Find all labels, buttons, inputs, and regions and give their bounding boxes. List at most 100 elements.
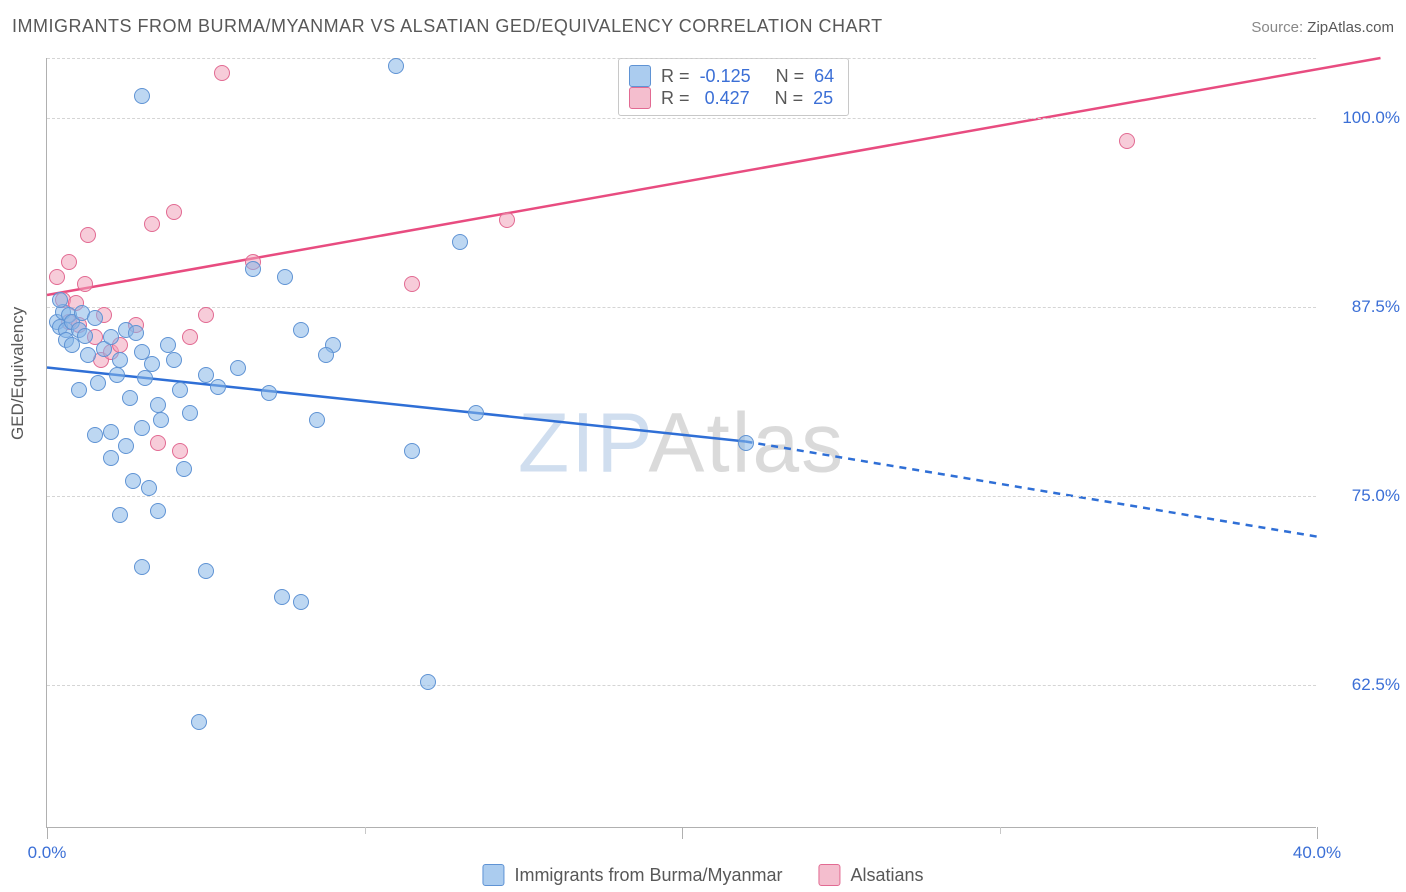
scatter-point-blue [468, 405, 484, 421]
legend-r-value: -0.125 [700, 66, 751, 87]
legend-swatch-blue [482, 864, 504, 886]
scatter-point-blue [122, 390, 138, 406]
scatter-point-blue [134, 559, 150, 575]
scatter-point-blue [112, 352, 128, 368]
legend-r-label: R = [661, 88, 690, 109]
scatter-point-pink [182, 329, 198, 345]
xtick-major [47, 827, 48, 839]
scatter-point-blue [141, 480, 157, 496]
scatter-point-blue [103, 424, 119, 440]
chart-title: IMMIGRANTS FROM BURMA/MYANMAR VS ALSATIA… [12, 16, 883, 37]
gridline-h [47, 118, 1316, 119]
legend-swatch-pink [819, 864, 841, 886]
scatter-point-pink [499, 212, 515, 228]
scatter-point-blue [87, 310, 103, 326]
scatter-point-blue [77, 328, 93, 344]
xtick-minor [1000, 827, 1001, 834]
source-value: ZipAtlas.com [1307, 19, 1394, 36]
legend-n-label: N = [776, 66, 805, 87]
scatter-point-blue [420, 674, 436, 690]
bottom-legend-label: Alsatians [851, 865, 924, 886]
scatter-point-blue [277, 269, 293, 285]
scatter-point-pink [77, 276, 93, 292]
scatter-point-pink [144, 216, 160, 232]
scatter-point-blue [87, 427, 103, 443]
scatter-point-blue [90, 375, 106, 391]
xtick-minor [365, 827, 366, 834]
xtick-major [682, 827, 683, 839]
scatter-point-blue [150, 503, 166, 519]
scatter-point-blue [172, 382, 188, 398]
scatter-point-blue [388, 58, 404, 74]
scatter-point-blue [153, 412, 169, 428]
scatter-point-blue [738, 435, 754, 451]
xtick-label: 0.0% [28, 843, 67, 863]
scatter-point-pink [150, 435, 166, 451]
ytick-label: 62.5% [1326, 675, 1400, 695]
bottom-legend-item-blue: Immigrants from Burma/Myanmar [482, 864, 782, 886]
legend-n-value: 64 [814, 66, 834, 87]
scatter-point-pink [404, 276, 420, 292]
trend-lines-layer [47, 58, 1316, 827]
scatter-point-pink [172, 443, 188, 459]
legend-r-label: R = [661, 66, 690, 87]
source-label: Source: [1251, 19, 1303, 36]
gridline-h [47, 307, 1316, 308]
scatter-point-pink [80, 227, 96, 243]
scatter-point-blue [144, 356, 160, 372]
legend-row-pink: R = 0.427 N = 25 [629, 87, 834, 109]
gridline-h [47, 496, 1316, 497]
scatter-point-blue [134, 420, 150, 436]
scatter-point-blue [261, 385, 277, 401]
scatter-point-blue [109, 367, 125, 383]
scatter-point-blue [103, 450, 119, 466]
scatter-point-blue [198, 563, 214, 579]
bottom-legend-item-pink: Alsatians [819, 864, 924, 886]
legend-swatch-pink [629, 87, 651, 109]
xtick-major [1317, 827, 1318, 839]
scatter-point-blue [245, 261, 261, 277]
scatter-point-blue [191, 714, 207, 730]
scatter-point-blue [71, 382, 87, 398]
scatter-point-pink [1119, 133, 1135, 149]
trend-line [746, 441, 1318, 536]
scatter-point-blue [134, 88, 150, 104]
legend-swatch-blue [629, 65, 651, 87]
ytick-label: 75.0% [1326, 486, 1400, 506]
scatter-point-blue [182, 405, 198, 421]
scatter-point-pink [214, 65, 230, 81]
scatter-point-blue [404, 443, 420, 459]
scatter-point-pink [49, 269, 65, 285]
scatter-point-blue [293, 594, 309, 610]
scatter-point-blue [52, 292, 68, 308]
scatter-point-blue [452, 234, 468, 250]
scatter-point-blue [118, 438, 134, 454]
y-axis-label: GED/Equivalency [8, 307, 28, 440]
gridline-h [47, 58, 1316, 59]
scatter-point-blue [176, 461, 192, 477]
ytick-label: 100.0% [1326, 108, 1400, 128]
scatter-point-blue [230, 360, 246, 376]
scatter-point-pink [198, 307, 214, 323]
scatter-point-blue [166, 352, 182, 368]
xtick-label: 40.0% [1293, 843, 1341, 863]
bottom-legend-label: Immigrants from Burma/Myanmar [514, 865, 782, 886]
scatter-point-blue [103, 329, 119, 345]
scatter-point-blue [198, 367, 214, 383]
legend-r-value: 0.427 [700, 88, 750, 109]
bottom-legend: Immigrants from Burma/Myanmar Alsatians [482, 864, 923, 886]
scatter-point-blue [210, 379, 226, 395]
legend-row-blue: R = -0.125 N = 64 [629, 65, 834, 87]
scatter-point-blue [80, 347, 96, 363]
scatter-point-blue [160, 337, 176, 353]
scatter-point-blue [128, 325, 144, 341]
legend-n-value: 25 [813, 88, 833, 109]
scatter-point-blue [125, 473, 141, 489]
legend-n-label: N = [775, 88, 804, 109]
ytick-label: 87.5% [1326, 297, 1400, 317]
plot-area: ZIPAtlas R = -0.125 N = 64 R = 0.427 N =… [46, 58, 1316, 828]
scatter-point-blue [274, 589, 290, 605]
scatter-point-blue [150, 397, 166, 413]
scatter-point-blue [112, 507, 128, 523]
scatter-point-pink [166, 204, 182, 220]
